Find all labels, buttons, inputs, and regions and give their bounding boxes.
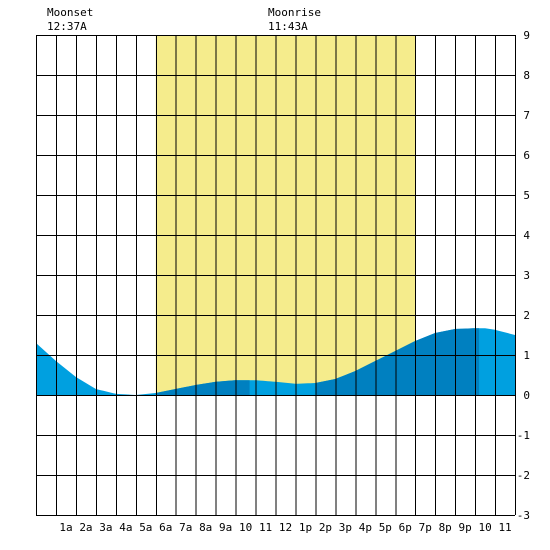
moonset-label: Moonset [47, 6, 93, 19]
y-tick-label: -2 [517, 469, 530, 482]
x-tick-label: 3a [99, 521, 112, 534]
y-tick-labels: 9 8 7 6 5 4 3 2 1 0 -1 -2 -3 [517, 29, 531, 522]
moonset-time: 12:37A [47, 20, 87, 33]
x-tick-label: 5a [139, 521, 152, 534]
x-tick-label: 10 [478, 521, 491, 534]
x-tick-label: 9p [459, 521, 472, 534]
y-tick-label: 8 [523, 69, 530, 82]
x-tick-label: 8p [439, 521, 452, 534]
daylight-band [155, 35, 416, 395]
x-tick-label: 2p [319, 521, 332, 534]
x-tick-labels: 1a 2a 3a 4a 5a 6a 7a 8a 9a 10 11 12 1p 2p 3p 4p 5p 6p 7p 8p… [59, 521, 511, 534]
x-tick-label: 7a [179, 521, 192, 534]
y-tick-label: 2 [523, 309, 530, 322]
tide-area-dark-0 [155, 380, 250, 395]
y-tick-label: 4 [523, 229, 530, 242]
x-tick-label: 2a [79, 521, 92, 534]
x-tick-label: 6a [159, 521, 172, 534]
x-tick-label: 7p [419, 521, 432, 534]
x-tick-label: 1a [59, 521, 72, 534]
moonrise-time: 11:43A [268, 20, 308, 33]
x-tick-label: 4a [119, 521, 132, 534]
x-tick-label: 1p [299, 521, 312, 534]
y-tick-label: -1 [517, 429, 530, 442]
x-tick-label: 11 [259, 521, 272, 534]
moonrise-label: Moonrise [268, 6, 321, 19]
daylight-band-layer [155, 35, 416, 395]
y-tick-label: 9 [523, 29, 530, 42]
y-tick-label: -3 [517, 509, 530, 522]
y-tick-label: 6 [523, 149, 530, 162]
x-tick-label: 6p [399, 521, 412, 534]
x-tick-label: 4p [359, 521, 372, 534]
y-tick-label: 5 [523, 189, 530, 202]
y-tick-label: 1 [523, 349, 530, 362]
y-tick-label: 3 [523, 269, 530, 282]
y-tick-label: 7 [523, 109, 530, 122]
y-tick-label: 0 [523, 389, 530, 402]
x-tick-label: 3p [339, 521, 352, 534]
x-tick-label: 10 [239, 521, 252, 534]
x-tick-label: 9a [219, 521, 232, 534]
x-tick-label: 5p [379, 521, 392, 534]
x-tick-label: 11 [498, 521, 511, 534]
x-tick-label: 8a [199, 521, 212, 534]
grid-layer [36, 35, 516, 516]
x-tick-label: 12 [279, 521, 292, 534]
